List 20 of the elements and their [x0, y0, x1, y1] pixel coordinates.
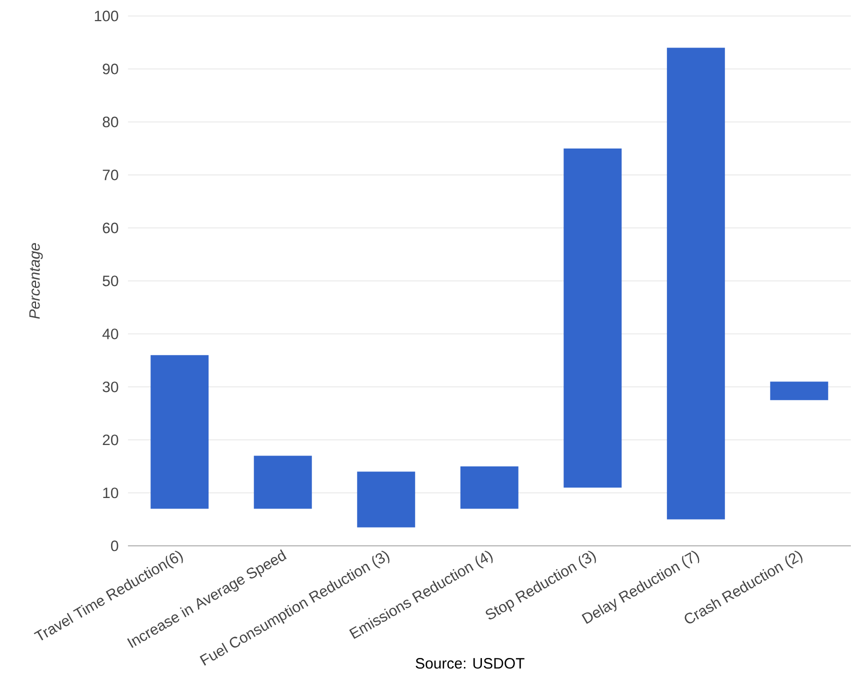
bar	[564, 148, 622, 488]
y-tick-label: 100	[94, 10, 118, 22]
bar	[254, 456, 312, 509]
bar	[150, 355, 209, 509]
y-tick-label: 20	[102, 434, 118, 446]
y-tick-label: 90	[102, 64, 118, 74]
y-axis-title: Percentage	[29, 243, 43, 319]
bar	[770, 382, 828, 400]
y-tick-label: 10	[103, 488, 118, 498]
y-tick-label: 60	[102, 222, 118, 234]
bar	[666, 48, 725, 520]
source-note: Source: USDOT	[416, 658, 524, 669]
y-tick-label: 30	[102, 382, 118, 392]
bar	[357, 472, 416, 528]
y-tick-label: 40	[102, 328, 118, 340]
y-tick-label: 0	[111, 540, 118, 552]
bar	[460, 466, 518, 509]
y-tick-label: 70	[102, 170, 118, 180]
y-tick-label: 80	[102, 116, 118, 128]
y-tick-label: 50	[102, 276, 118, 286]
